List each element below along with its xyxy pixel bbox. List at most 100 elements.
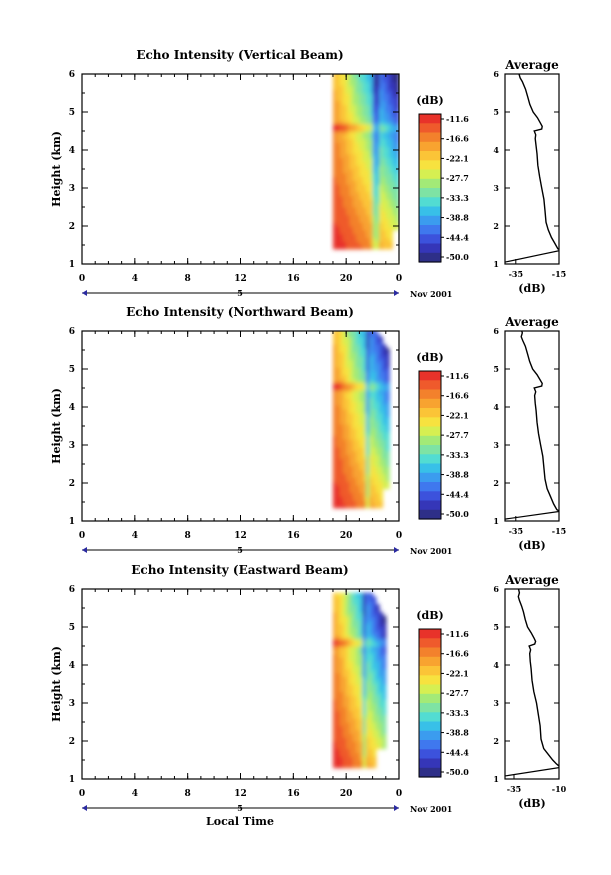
heatmap-cell: [333, 134, 337, 140]
heatmap-cell: [359, 661, 364, 666]
heatmap-cell: [359, 741, 364, 746]
heatmap-cell: [356, 108, 360, 113]
heatmap-cell: [359, 165, 364, 170]
heatmap-cell: [359, 763, 364, 769]
heatmap-cell: [362, 195, 367, 200]
heatmap-cell: [339, 424, 344, 429]
heatmap-cell: [339, 408, 344, 414]
heatmap-cell: [349, 691, 354, 696]
y-tick-label: 3: [69, 441, 75, 451]
heatmap-cell: [336, 695, 341, 700]
colorbar-tick-label: -44.4: [446, 232, 469, 242]
heatmap-cell: [382, 100, 387, 105]
heatmap-cell: [382, 199, 387, 204]
heatmap-cell: [382, 203, 387, 208]
heatmap-cell: [342, 469, 347, 475]
heatmap-cell: [349, 408, 354, 414]
heatmap-cell: [375, 100, 380, 105]
heatmap-cell: [379, 127, 384, 132]
heatmap-cell: [356, 138, 360, 143]
heatmap-cell: [349, 184, 354, 189]
heatmap-cell: [349, 74, 354, 79]
heatmap-cell: [336, 469, 341, 475]
heatmap-cell: [362, 351, 367, 357]
heatmap-cell: [359, 642, 364, 647]
heatmap-cell: [375, 77, 380, 83]
heatmap-cell: [356, 611, 360, 617]
heatmap-cell: [385, 199, 390, 204]
heatmap-cell: [375, 146, 380, 151]
heatmap-cell: [333, 604, 337, 609]
heatmap-cell: [375, 389, 380, 395]
heatmap-cell: [362, 165, 367, 170]
heatmap-cell: [369, 146, 374, 151]
heatmap-cell: [336, 157, 341, 162]
x-tick-label: 4: [132, 274, 138, 284]
heatmap-cell: [349, 630, 354, 636]
heatmap-cell: [375, 344, 380, 349]
heatmap-cell: [369, 184, 374, 189]
heatmap-cell: [379, 150, 384, 155]
heatmap-cell: [359, 382, 364, 387]
heatmap-cell: [352, 405, 357, 410]
heatmap-cell: [372, 439, 377, 444]
heatmap-cell: [375, 454, 380, 459]
heatmap-cell: [375, 668, 380, 674]
heatmap-cell: [366, 733, 370, 738]
heatmap-cell: [359, 203, 364, 208]
heatmap-cell: [342, 374, 347, 380]
heatmap-cell: [339, 481, 344, 486]
heatmap-cell: [375, 405, 380, 410]
heatmap-cell: [362, 446, 367, 452]
heatmap-cell: [382, 370, 387, 376]
heatmap-cell: [372, 608, 377, 613]
heatmap-cell: [379, 484, 384, 490]
heatmap-cell: [389, 100, 393, 105]
profile-ground-line: [505, 510, 559, 520]
heatmap-cell: [385, 81, 390, 86]
heatmap-cell: [372, 492, 377, 497]
heatmap-cell: [379, 680, 384, 685]
heatmap-cell: [339, 634, 344, 639]
heatmap-cell: [346, 123, 351, 128]
heatmap-cell: [336, 127, 341, 132]
heatmap-cell: [362, 760, 367, 765]
heatmap-cell: [352, 195, 357, 200]
heatmap-cell: [379, 104, 384, 109]
heatmap-cell: [392, 131, 397, 136]
heatmap-cell: [369, 691, 374, 696]
heatmap-cell: [362, 367, 367, 372]
heatmap-cell: [339, 74, 344, 79]
heatmap-cell: [339, 153, 344, 159]
heatmap-cell: [385, 229, 390, 235]
heatmap-cell: [382, 661, 387, 666]
heatmap-cell: [385, 184, 390, 189]
heatmap-cell: [362, 619, 367, 624]
heatmap-cell: [389, 153, 393, 159]
heatmap-cell: [349, 488, 354, 494]
heatmap-cell: [362, 142, 367, 147]
heatmap-cell: [366, 127, 370, 132]
heatmap-cell: [395, 157, 399, 162]
heatmap-cell: [349, 737, 354, 742]
heatmap-cell: [382, 96, 387, 102]
heatmap-cell: [382, 619, 387, 624]
heatmap-cell: [333, 93, 337, 98]
heatmap-cell: [339, 332, 344, 338]
heatmap-cell: [372, 722, 377, 727]
heatmap-cell: [359, 237, 364, 242]
y-tick-label: 2: [69, 222, 75, 232]
heatmap-cell: [366, 691, 370, 696]
heatmap-cell: [362, 207, 367, 212]
heatmap-cell: [333, 408, 337, 414]
heatmap-cell: [349, 180, 354, 185]
heatmap-cell: [352, 473, 357, 478]
colorbar-swatch: [419, 141, 441, 152]
heatmap-cell: [349, 763, 354, 769]
heatmap-cell: [339, 604, 344, 609]
heatmap-cell: [349, 176, 354, 181]
heatmap-cell: [389, 119, 393, 124]
heatmap-cell: [349, 355, 354, 361]
heatmap-cell: [342, 191, 347, 197]
heatmap-cell: [359, 89, 364, 94]
